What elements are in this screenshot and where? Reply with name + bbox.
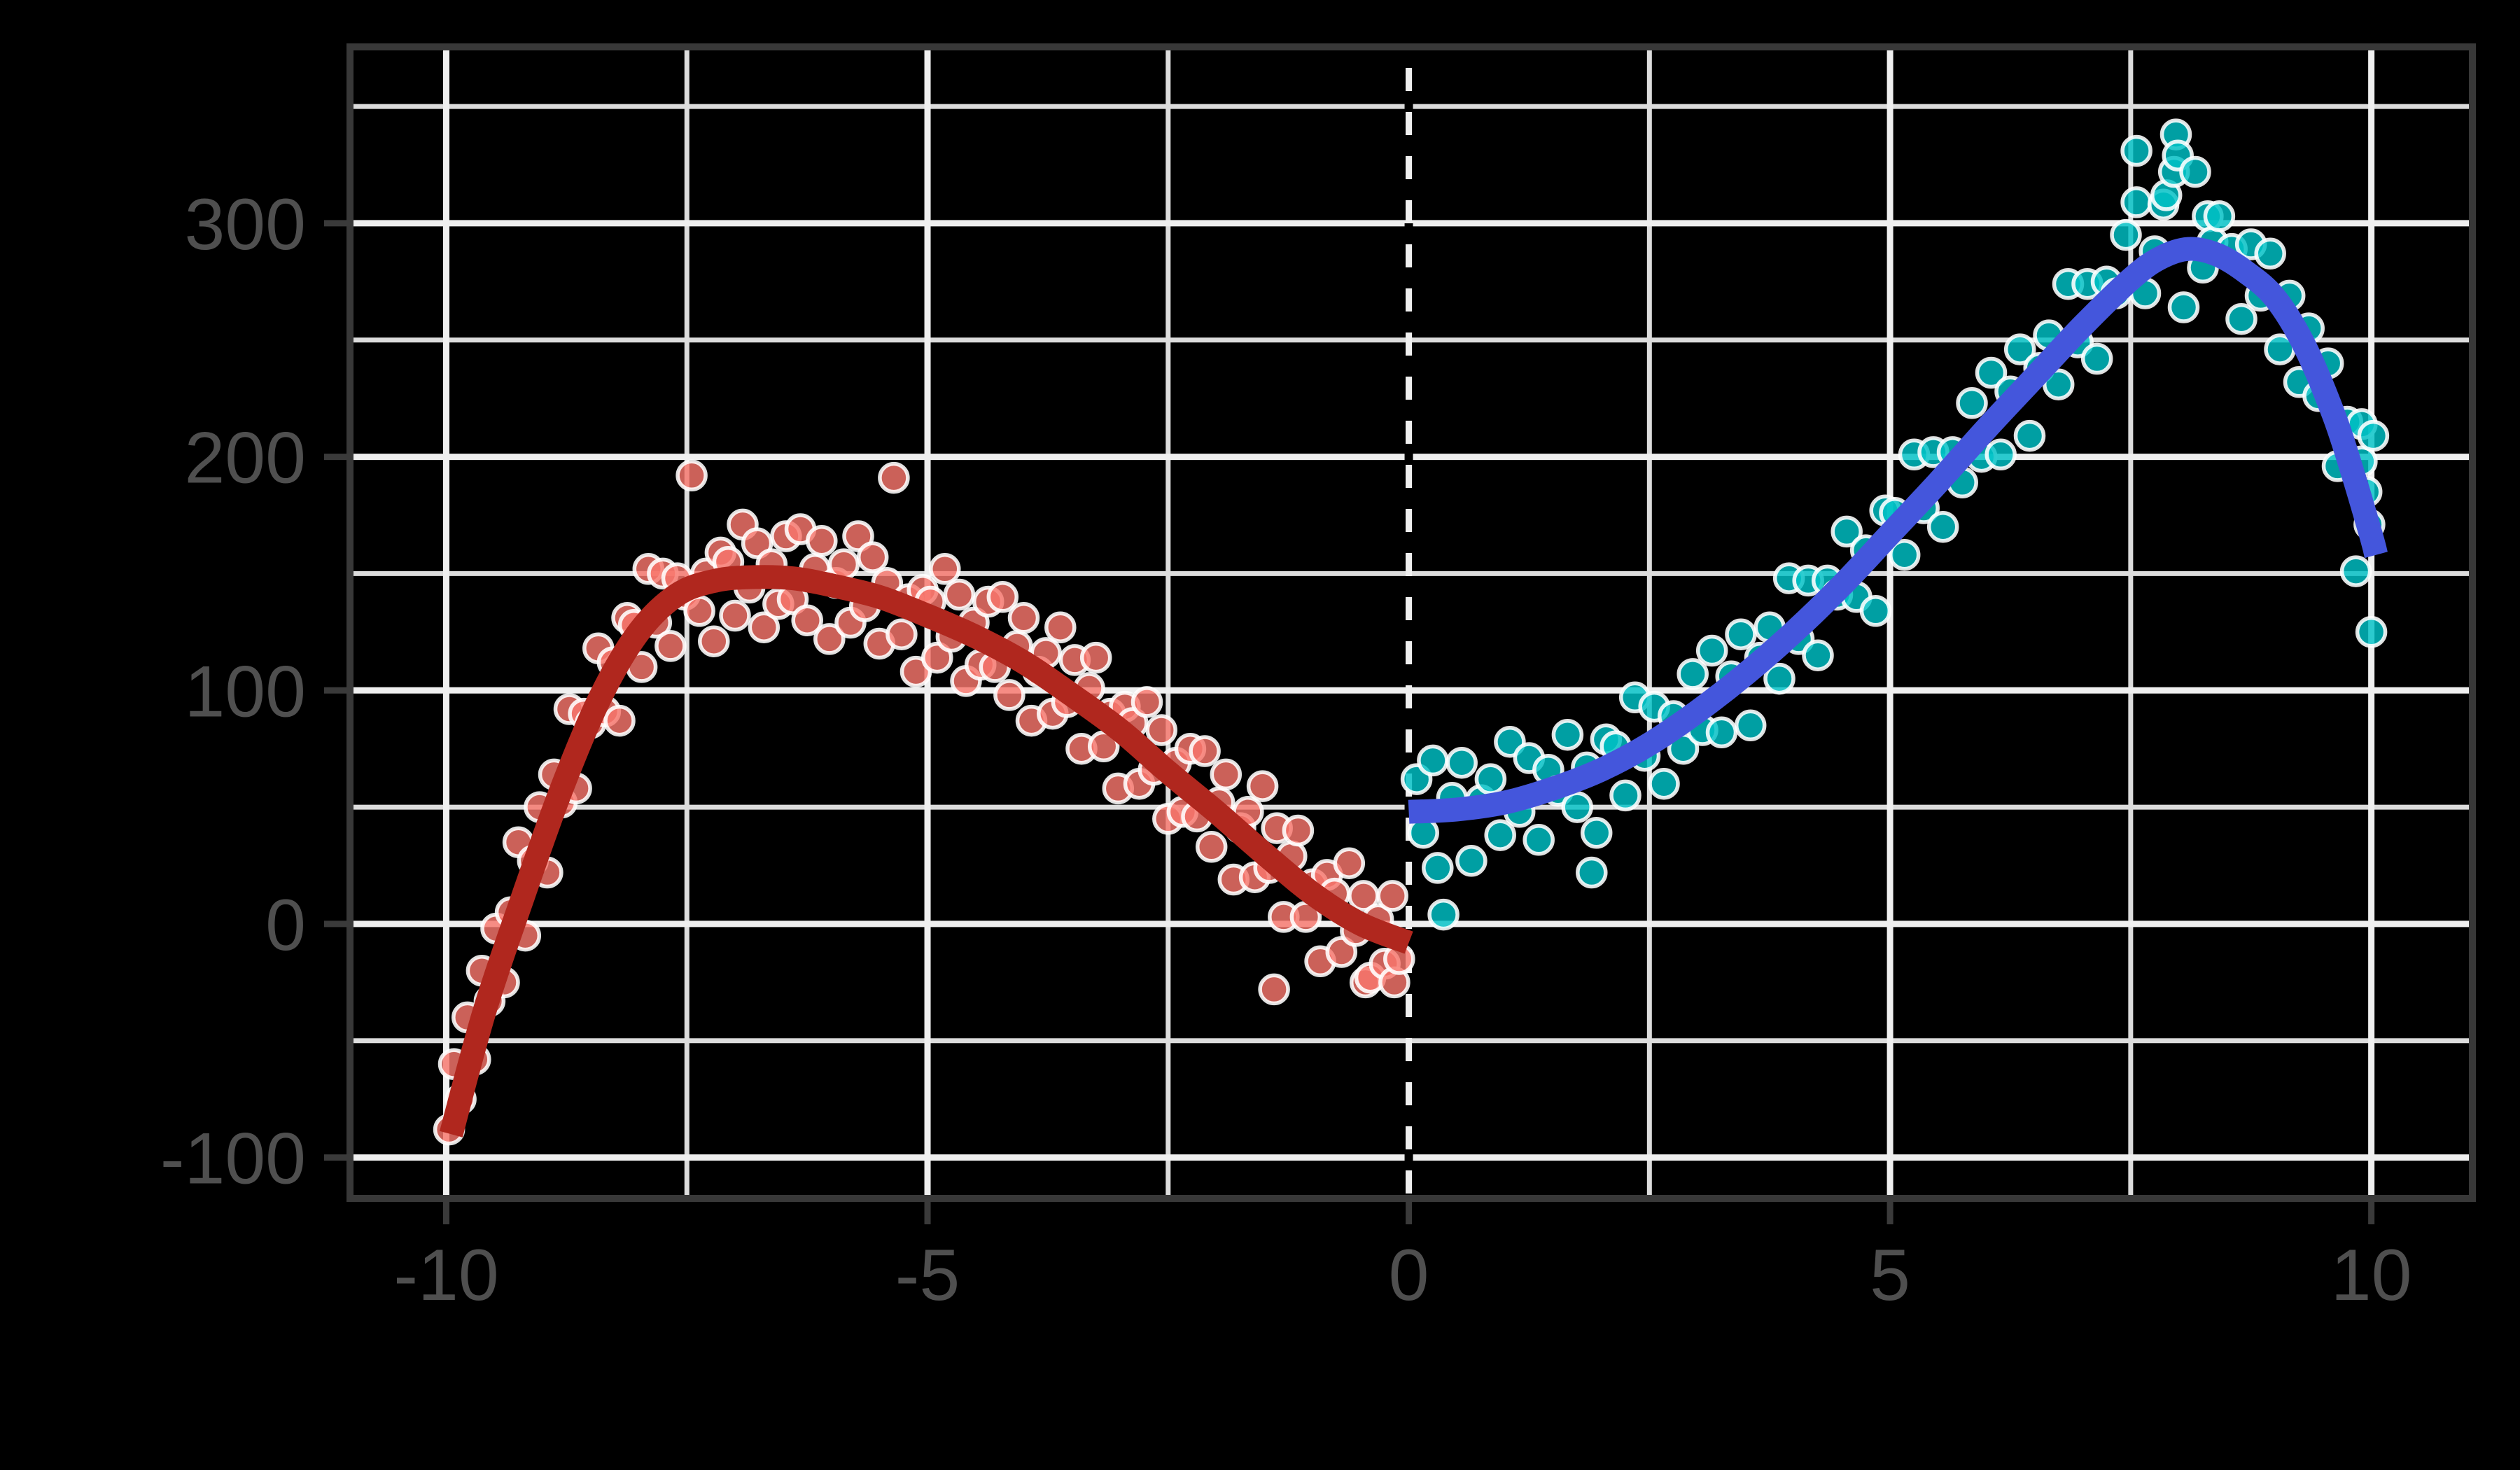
- scatter-point-post-cutoff: [1522, 824, 1555, 856]
- scatter-point-pre-cutoff: [943, 578, 976, 611]
- scatter-point-post-cutoff: [1956, 387, 1988, 419]
- y-tick-label: -100: [160, 1119, 306, 1200]
- scatter-point-post-cutoff: [1695, 634, 1728, 667]
- scatter-point-post-cutoff: [1427, 898, 1460, 931]
- y-tick-label: 0: [265, 885, 306, 966]
- scatter-point-post-cutoff: [1446, 746, 1478, 779]
- scatter-point-pre-cutoff: [842, 520, 874, 552]
- scatter-point-pre-cutoff: [791, 604, 823, 636]
- scatter-point-post-cutoff: [1705, 716, 1738, 749]
- scatter-point-pre-cutoff: [654, 630, 687, 662]
- scatter-point-post-cutoff: [2355, 616, 2388, 648]
- scatter-point-post-cutoff: [2357, 419, 2390, 452]
- scatter-point-pre-cutoff: [1376, 880, 1408, 912]
- scatter-point-pre-cutoff: [856, 541, 889, 573]
- scatter-point-pre-cutoff: [1189, 735, 1221, 767]
- scatter-point-pre-cutoff: [676, 459, 708, 492]
- scatter-point-pre-cutoff: [813, 623, 846, 655]
- scatter-point-pre-cutoff: [1258, 973, 1290, 1006]
- scatter-point-post-cutoff: [2339, 555, 2372, 587]
- scatter-point-pre-cutoff: [878, 461, 910, 494]
- scatter-point-post-cutoff: [1580, 817, 1613, 849]
- scatter-point-pre-cutoff: [1079, 641, 1112, 674]
- scatter-point-pre-cutoff: [1044, 611, 1077, 643]
- scatter-point-pre-cutoff: [986, 581, 1019, 613]
- scatter-point-pre-cutoff: [806, 524, 838, 557]
- scatter-point-post-cutoff: [2110, 218, 2142, 251]
- x-tick-label: 0: [1389, 1235, 1429, 1316]
- scatter-point-pre-cutoff: [719, 599, 751, 632]
- scatter-point-post-cutoff: [1734, 709, 1767, 742]
- scatter-point-pre-cutoff: [886, 618, 918, 650]
- scatter-point-post-cutoff: [2203, 200, 2236, 232]
- scatter-point-pre-cutoff: [993, 679, 1026, 711]
- y-tick-label: 300: [184, 184, 306, 265]
- scatter-point-post-cutoff: [1455, 845, 1488, 877]
- scatter-point-post-cutoff: [1474, 763, 1507, 795]
- scatter-point-pre-cutoff: [1210, 758, 1242, 791]
- scatter-point-post-cutoff: [2254, 237, 2286, 270]
- scatter-point-post-cutoff: [1725, 618, 1757, 650]
- scatter-point-post-cutoff: [1484, 819, 1516, 851]
- scatter-point-post-cutoff: [1763, 662, 1795, 695]
- scatter-point-pre-cutoff: [748, 611, 780, 643]
- x-tick-label: -5: [895, 1235, 960, 1316]
- scatter-point-post-cutoff: [1422, 852, 1454, 884]
- scatter-point-post-cutoff: [2080, 342, 2113, 375]
- y-tick-label: 200: [184, 418, 306, 499]
- y-tick-label: 100: [184, 651, 306, 732]
- scatter-point-post-cutoff: [1926, 510, 1959, 543]
- scatter-point-post-cutoff: [2179, 155, 2211, 188]
- scatter-point-post-cutoff: [1417, 744, 1449, 777]
- scatter-point-post-cutoff: [2042, 368, 2075, 400]
- scatter-point-post-cutoff: [1648, 767, 1680, 800]
- scatter-point-pre-cutoff: [603, 704, 636, 737]
- scatter-point-post-cutoff: [1830, 515, 1863, 548]
- scatter-point-post-cutoff: [2013, 419, 2046, 452]
- x-tick-label: 5: [1870, 1235, 1910, 1316]
- scatter-point-post-cutoff: [1984, 438, 2017, 471]
- scatter-point-post-cutoff: [1576, 856, 1608, 889]
- scatter-point-pre-cutoff: [1007, 602, 1040, 634]
- scatter-point-pre-cutoff: [1195, 831, 1228, 863]
- x-tick-label: 10: [2331, 1235, 2412, 1316]
- scatter-point-post-cutoff: [2167, 291, 2200, 323]
- scatter-point-post-cutoff: [1676, 658, 1709, 690]
- scatter-point-pre-cutoff: [1130, 686, 1163, 718]
- scatter-point-post-cutoff: [1609, 779, 1642, 812]
- fit-line-post-cutoff: [1408, 237, 2388, 824]
- scatter-point-post-cutoff: [1975, 356, 2008, 389]
- scatter-point-post-cutoff: [1551, 718, 1584, 751]
- scatter-point-pre-cutoff: [1282, 814, 1315, 847]
- scatter-point-post-cutoff: [2225, 302, 2258, 335]
- scatter-point-post-cutoff: [2120, 134, 2152, 167]
- scatter-point-pre-cutoff: [1145, 714, 1177, 746]
- scatter-point-post-cutoff: [1561, 791, 1593, 823]
- scatter-point-post-cutoff: [1859, 595, 1892, 627]
- scatter-point-pre-cutoff: [1246, 770, 1279, 802]
- scatter-point-post-cutoff: [1888, 538, 1921, 571]
- scatter-point-post-cutoff: [2003, 333, 2036, 365]
- scatter-point-pre-cutoff: [698, 625, 730, 657]
- scatter-point-post-cutoff: [2120, 186, 2152, 218]
- x-tick-label: -10: [393, 1235, 498, 1316]
- fit-line-pre-cutoff: [439, 565, 1413, 1138]
- scatter-point-post-cutoff: [1802, 639, 1834, 671]
- scatter-point-pre-cutoff: [1333, 847, 1366, 879]
- scatter-point-pre-cutoff: [929, 553, 961, 585]
